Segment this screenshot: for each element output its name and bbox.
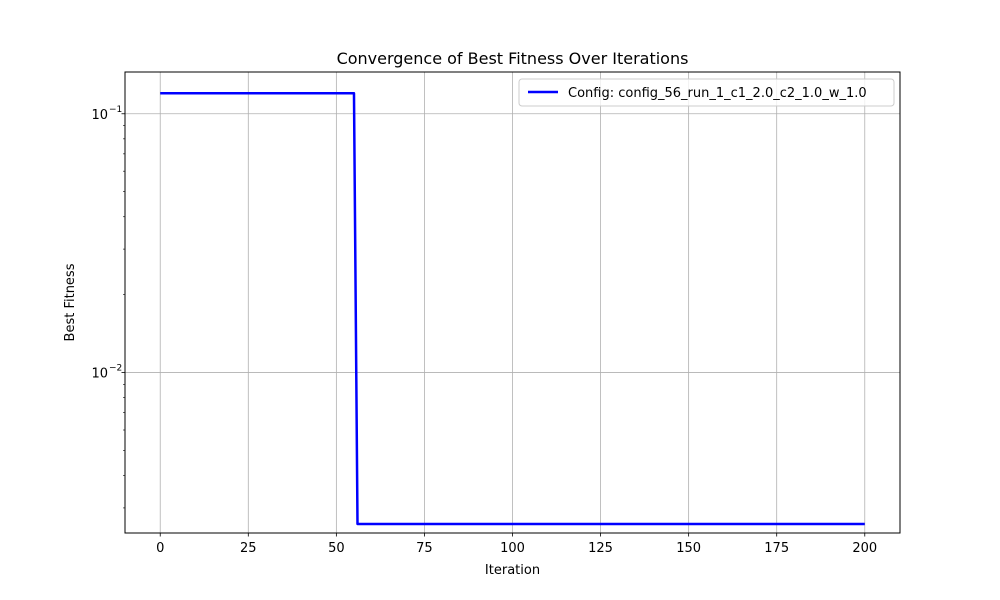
- x-tick-label: 75: [416, 541, 433, 556]
- series-layer: [160, 92, 865, 526]
- y-tick-label-base: 10: [91, 108, 108, 123]
- x-axis-label: Iteration: [485, 563, 540, 578]
- y-tick-label-base: 10: [91, 367, 108, 382]
- y-axis-label: Best Fitness: [63, 263, 78, 341]
- y-tick-label-exponent: −1: [109, 105, 122, 115]
- legend-box: [518, 78, 895, 107]
- x-axis: 0 25 50 75 100 125 150 175 200: [156, 533, 877, 556]
- y-tick-label-exponent: −2: [109, 364, 122, 374]
- x-tick-label: 100: [500, 541, 525, 556]
- x-tick-label: 0: [156, 541, 164, 556]
- legend-label: Config: config_56_run_1_c1_2.0_c2_1.0_w_…: [568, 86, 867, 101]
- x-tick-label: 175: [764, 541, 789, 556]
- y-tick-label: 10: [91, 108, 108, 123]
- series-line: [160, 92, 865, 526]
- x-tick-label: 150: [676, 541, 701, 556]
- y-axis: 10−210−1: [91, 105, 125, 509]
- y-tick-label: 10: [91, 367, 108, 382]
- legend: Config: config_56_run_1_c1_2.0_c2_1.0_w_…: [518, 78, 895, 107]
- x-tick-label: 25: [240, 541, 257, 556]
- x-tick-label: 200: [852, 541, 877, 556]
- x-tick-label: 50: [328, 541, 345, 556]
- chart-title: Convergence of Best Fitness Over Iterati…: [337, 49, 689, 68]
- x-tick-label: 125: [588, 541, 613, 556]
- grid: [125, 72, 900, 533]
